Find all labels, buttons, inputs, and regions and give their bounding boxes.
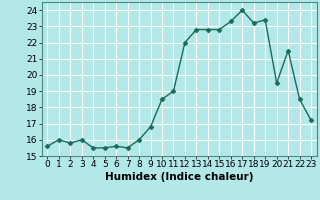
X-axis label: Humidex (Indice chaleur): Humidex (Indice chaleur) — [105, 172, 253, 182]
